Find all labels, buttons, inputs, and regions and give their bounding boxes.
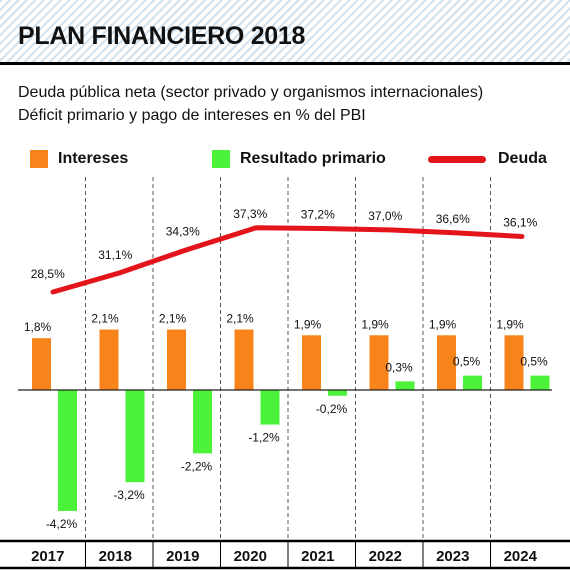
label-deuda: 36,1% [503, 216, 537, 230]
title-underline [0, 62, 570, 65]
legend-deuda: Deuda [428, 148, 547, 170]
legend-deuda-label: Deuda [498, 150, 547, 167]
label-deuda: 37,0% [368, 209, 402, 223]
x-tick-label: 2018 [99, 548, 132, 565]
label-resultado-primario: -1,2% [248, 431, 280, 445]
bar-intereses [234, 329, 254, 390]
x-tick-label: 2019 [166, 548, 199, 565]
bar-resultado-primario [193, 390, 212, 454]
header: PLAN FINANCIERO 2018 [0, 0, 570, 66]
bar-resultado-primario [328, 390, 347, 396]
bar-resultado-primario [125, 390, 145, 483]
bar-intereses [369, 335, 389, 390]
label-resultado-primario: -3,2% [113, 488, 145, 502]
bar-resultado-primario [530, 375, 550, 390]
x-tick-label: 2022 [369, 548, 402, 565]
line-deuda [50, 225, 525, 295]
label-resultado-primario: 0,3% [385, 360, 413, 374]
label-resultado-primario: -4,2% [46, 517, 78, 531]
label-resultado-primario: 0,5% [520, 355, 548, 369]
label-intereses: 1,9% [496, 317, 524, 331]
label-resultado-primario: -0,2% [316, 402, 348, 416]
bar-intereses [504, 335, 524, 390]
bar-resultado-primario [58, 390, 77, 511]
label-deuda: 31,1% [98, 248, 132, 262]
label-deuda: 36,6% [436, 212, 470, 226]
legend-intereses-swatch [30, 150, 48, 168]
label-intereses: 1,9% [429, 317, 457, 331]
legend-resultado-swatch [212, 150, 230, 168]
label-deuda: 37,3% [233, 207, 267, 221]
bar-intereses [99, 329, 119, 390]
label-intereses: 1,9% [361, 317, 389, 331]
label-resultado-primario: 0,5% [453, 355, 481, 369]
bar-intereses [302, 335, 321, 390]
bar-resultado-primario [260, 390, 280, 425]
x-tick-label: 2020 [234, 548, 267, 565]
subtitle-line-1: Deuda pública neta (sector privado y org… [18, 84, 484, 101]
legend-intereses-label: Intereses [58, 150, 129, 167]
bar-resultado-primario [395, 381, 415, 390]
label-deuda: 37,2% [301, 207, 335, 221]
x-tick-label: 2024 [504, 548, 538, 565]
subtitle-line-2: Déficit primario y pago de intereses en … [18, 107, 366, 124]
label-resultado-primario: -2,2% [181, 459, 213, 473]
bar-intereses [437, 335, 456, 390]
legend-intereses: Intereses [30, 148, 128, 170]
legend-resultado-label: Resultado primario [240, 150, 386, 167]
x-tick-label: 2021 [301, 548, 334, 565]
header-stripes [0, 0, 570, 62]
label-intereses: 1,8% [24, 320, 52, 334]
label-intereses: 2,1% [159, 312, 187, 326]
bar-intereses [32, 338, 51, 390]
label-intereses: 1,9% [294, 317, 322, 331]
legend-deuda-swatch [428, 155, 486, 163]
label-deuda: 34,3% [166, 225, 200, 239]
label-deuda: 28,5% [31, 267, 65, 281]
page-title: PLAN FINANCIERO 2018 [18, 22, 306, 50]
x-tick-label: 2017 [31, 548, 64, 565]
label-intereses: 2,1% [226, 312, 254, 326]
x-tick-label: 2023 [436, 548, 469, 565]
legend-resultado: Resultado primario [212, 148, 386, 170]
label-intereses: 2,1% [91, 312, 119, 326]
bar-intereses [167, 329, 186, 390]
bar-resultado-primario [463, 375, 482, 390]
